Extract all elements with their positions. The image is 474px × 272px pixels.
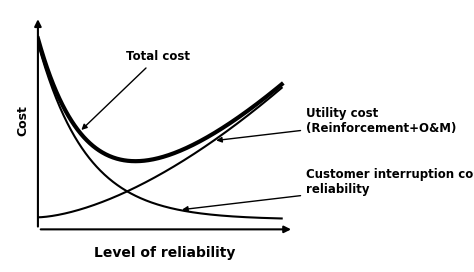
- Text: Level of reliability: Level of reliability: [94, 246, 236, 260]
- Text: Utility cost
(Reinforcement+O&M): Utility cost (Reinforcement+O&M): [218, 107, 456, 142]
- Text: Customer interruption cost due to
reliability: Customer interruption cost due to reliab…: [183, 168, 474, 211]
- Text: Total cost: Total cost: [82, 50, 190, 129]
- Text: Cost: Cost: [17, 106, 30, 137]
